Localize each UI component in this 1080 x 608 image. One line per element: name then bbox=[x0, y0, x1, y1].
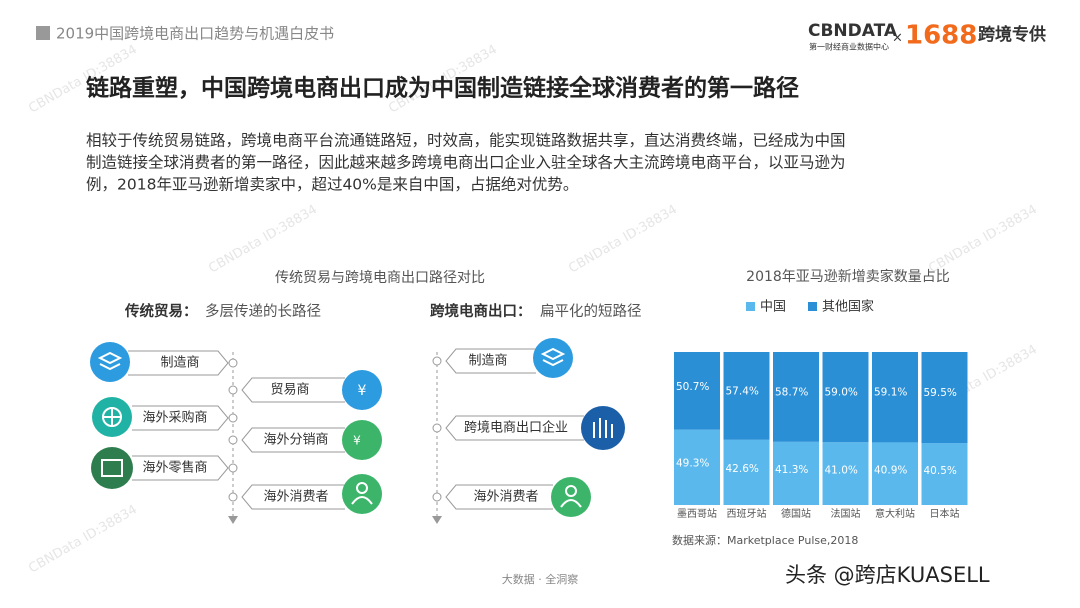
svg-text:¥: ¥ bbox=[353, 434, 361, 448]
value-label: 58.7% bbox=[775, 386, 808, 398]
node-label: 贸易商 bbox=[270, 383, 309, 398]
node-label: 海外零售商 bbox=[142, 460, 207, 476]
report-title: 2019中国跨境电商出口趋势与机遇白皮书 bbox=[56, 25, 334, 43]
watermark: CBNData ID:38834 bbox=[566, 202, 680, 276]
paragraph-line: 相较于传统贸易链路，跨境电商平台流通链路短，时效高，能实现链路数据共享，直达消费… bbox=[86, 131, 846, 150]
right-flow: 制造商 跨境电商出口企业 海外消费者 bbox=[432, 338, 625, 524]
value-label: 57.4% bbox=[726, 386, 759, 398]
x-tick-label: 日本站 bbox=[930, 507, 960, 520]
bar-segment bbox=[921, 443, 968, 505]
tagline: 大数据 · 全洞察 bbox=[502, 572, 579, 586]
left-label: 传统贸易： bbox=[124, 302, 198, 320]
logo: CBNDATA bbox=[808, 21, 898, 41]
left-flow: 制造商 ¥ 贸易商 海外采购商 ¥ 海外分销商 海外零售商 海外消费者 bbox=[90, 342, 382, 524]
svg-text:¥: ¥ bbox=[358, 383, 367, 399]
x-tick-label: 西班牙站 bbox=[727, 507, 767, 520]
watermark: CBNData ID:38834 bbox=[206, 202, 320, 276]
bar-segment bbox=[674, 352, 720, 430]
value-label: 59.5% bbox=[924, 387, 957, 399]
node-label: 跨境电商出口企业 bbox=[464, 420, 568, 436]
arrow bbox=[228, 516, 238, 524]
value-label: 50.7% bbox=[676, 381, 709, 393]
bar-segment bbox=[723, 352, 770, 440]
node-label: 制造商 bbox=[468, 354, 507, 369]
bar-segment bbox=[822, 442, 869, 505]
header-mark bbox=[36, 26, 50, 40]
icon bbox=[342, 370, 382, 410]
node-label: 海外消费者 bbox=[263, 490, 328, 505]
legend-label: 中国 bbox=[760, 300, 786, 315]
icon bbox=[581, 406, 625, 450]
paragraph-line: 例，2018年亚马逊新增卖家中，超过40%是来自中国，占据绝对优势。 bbox=[86, 176, 578, 194]
right-desc: 扁平化的短路径 bbox=[540, 303, 642, 320]
legend-swatch bbox=[808, 302, 817, 311]
bar-segment bbox=[773, 352, 819, 442]
bar-segment bbox=[872, 442, 918, 505]
value-label: 40.5% bbox=[924, 465, 957, 477]
icon bbox=[91, 447, 133, 489]
bar-segment bbox=[773, 441, 819, 505]
legend-label: 其他国家 bbox=[822, 299, 874, 315]
left-desc: 多层传递的长路径 bbox=[205, 303, 321, 320]
diagram-title: 传统贸易与跨境电商出口路径对比 bbox=[275, 270, 485, 286]
paragraph-line: 制造链接全球消费者的第一路径，因此越来越多跨境电商出口企业入驻全球各大主流跨境电… bbox=[86, 153, 846, 172]
chart-title: 2018年亚马逊新增卖家数量占比 bbox=[746, 268, 950, 285]
node-label: 海外分销商 bbox=[263, 433, 328, 448]
value-label: 42.6% bbox=[726, 463, 759, 475]
x-tick-label: 法国站 bbox=[831, 507, 861, 520]
arrow bbox=[432, 516, 442, 524]
icon bbox=[342, 420, 382, 460]
watermark: CBNData ID:38834 bbox=[26, 502, 140, 576]
x-tick-label: 墨西哥站 bbox=[677, 507, 717, 520]
value-label: 49.3% bbox=[676, 458, 709, 470]
right-label: 跨境电商出口： bbox=[430, 302, 532, 320]
bar-segment bbox=[872, 352, 918, 443]
chart: 中国 其他国家 49.3% 50.7% 墨西哥站 42.6% 57.4% 西班牙站 41.3% 5… bbox=[674, 299, 968, 520]
value-label: 40.9% bbox=[874, 465, 907, 477]
logo-1688: 1688 bbox=[905, 21, 977, 51]
node-label: 制造商 bbox=[160, 356, 199, 371]
bar-segment bbox=[822, 352, 869, 443]
value-label: 59.0% bbox=[825, 387, 858, 399]
logo-x: × bbox=[892, 31, 903, 46]
watermark: CBNData ID:38834 bbox=[926, 202, 1040, 276]
chart-source: 数据来源：Marketplace Pulse,2018 bbox=[672, 533, 858, 547]
x-tick-label: 意大利站 bbox=[875, 507, 915, 520]
value-label: 41.3% bbox=[775, 464, 808, 476]
x-tick-label: 德国站 bbox=[781, 507, 811, 520]
bar-segment bbox=[921, 352, 968, 444]
bar-segment bbox=[723, 439, 770, 505]
value-label: 59.1% bbox=[874, 387, 907, 399]
title: 链路重塑，中国跨境电商出口成为中国制造链接全球消费者的第一路径 bbox=[86, 75, 799, 102]
logo-tag: 跨境专供 bbox=[978, 24, 1046, 45]
node-label: 海外采购商 bbox=[142, 410, 207, 426]
value-label: 41.0% bbox=[825, 464, 858, 476]
node-label: 海外消费者 bbox=[473, 490, 538, 505]
bar-segment bbox=[674, 429, 720, 505]
legend-swatch bbox=[746, 302, 755, 311]
logo-sub: 第一财经商业数据中心 bbox=[809, 42, 889, 52]
credit: 头条 @跨店KUASELL bbox=[785, 563, 990, 587]
